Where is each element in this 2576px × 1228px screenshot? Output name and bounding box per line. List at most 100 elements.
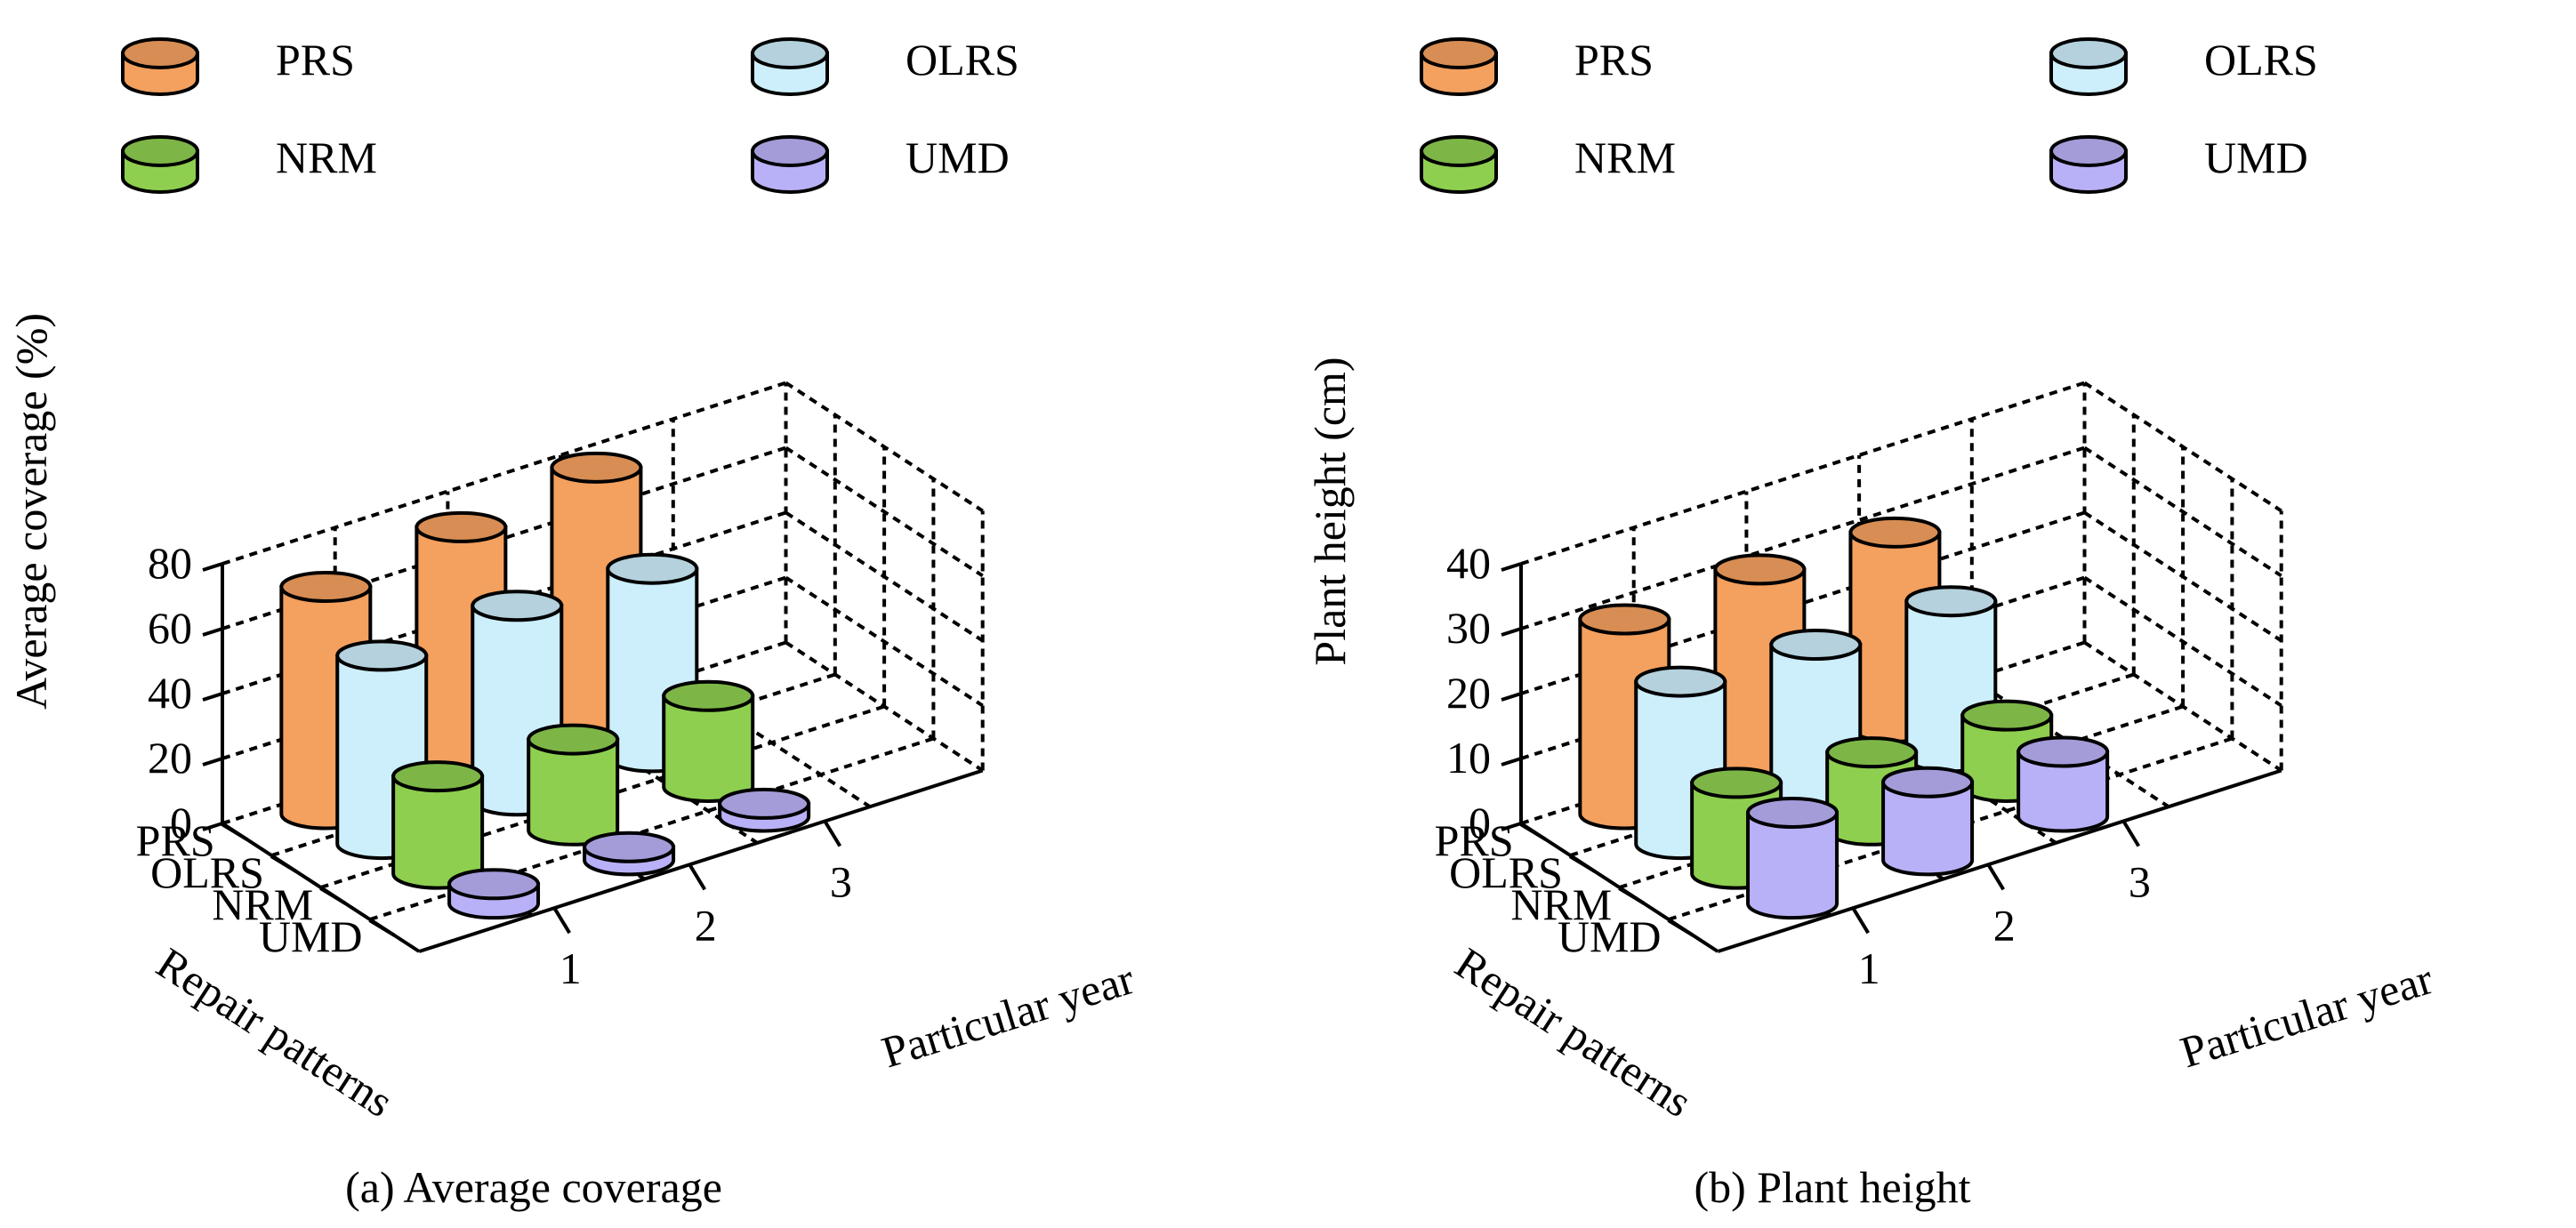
year-tick-label: 1 xyxy=(559,943,582,993)
legend-item-olrs: OLRS xyxy=(751,35,1019,96)
z-axis-title: Average coverage (%) xyxy=(6,313,56,710)
legend-item-nrm: NRM xyxy=(1420,132,1676,194)
legend-swatch-top xyxy=(121,135,199,167)
side-wall-grid-line xyxy=(785,445,984,578)
pattern-tick xyxy=(221,823,248,841)
bar-top xyxy=(550,451,643,484)
floor-grid-line xyxy=(672,677,872,808)
year-tick xyxy=(552,907,571,935)
bar-top xyxy=(583,831,676,863)
bar-top xyxy=(1769,629,1863,662)
bar-top xyxy=(662,679,755,712)
pattern-tick xyxy=(1618,887,1646,905)
legend-swatch-top xyxy=(2049,135,2128,167)
bar-top xyxy=(1690,766,1783,799)
pattern-tick-label: UMD xyxy=(259,911,363,961)
legend-item-prs: PRS xyxy=(121,35,355,96)
pattern-tick xyxy=(368,919,396,937)
year-tick-label: 3 xyxy=(830,856,852,906)
bar-top xyxy=(1904,585,1998,618)
z-tick xyxy=(202,757,223,766)
legend-swatch-top xyxy=(2049,37,2128,69)
year-tick-label: 2 xyxy=(1993,900,2016,950)
bar-top xyxy=(1881,766,1975,799)
bar-top xyxy=(718,787,811,820)
bar-top xyxy=(471,590,564,622)
legend-label: UMD xyxy=(906,132,1010,182)
bar-top xyxy=(279,571,373,604)
year-tick-label: 2 xyxy=(695,900,717,950)
bar-top xyxy=(335,639,429,672)
bar-nrm-year-2 xyxy=(527,723,620,847)
bar-nrm-year-3 xyxy=(662,679,755,803)
pattern-tick-label: OLRS xyxy=(150,847,264,897)
year-tick xyxy=(2121,820,2141,847)
bar-body xyxy=(1881,780,1975,877)
z-tick-label: 80 xyxy=(148,538,192,588)
z-tick-label: 30 xyxy=(1446,603,1491,653)
z-axis-title: Plant height (cm) xyxy=(1305,357,1355,665)
bar-umd-year-2 xyxy=(583,831,676,877)
bar-body xyxy=(1746,810,1839,920)
legend-item-umd: UMD xyxy=(751,132,1010,194)
z-tick-label: 10 xyxy=(1446,733,1491,783)
year-tick xyxy=(823,820,842,847)
bar-top xyxy=(606,552,699,585)
year-tick xyxy=(688,863,706,891)
z-tick-label: 20 xyxy=(148,733,192,783)
bar-umd-year-2 xyxy=(1881,766,1975,877)
z-tick-label: 0 xyxy=(170,798,192,847)
legend: PRS OLRS NRM UMD xyxy=(121,35,1019,194)
bar-top xyxy=(1848,516,1942,549)
year-tick xyxy=(1851,907,1870,935)
z-tick-label: 60 xyxy=(148,603,192,653)
z-tick xyxy=(1501,822,1522,831)
bar-umd-year-1 xyxy=(1746,796,1839,920)
legend-item-nrm: NRM xyxy=(121,132,377,194)
pattern-tick xyxy=(1519,823,1547,841)
bar-top xyxy=(415,510,508,543)
floor-grid-line xyxy=(559,713,759,845)
pattern-tick xyxy=(1667,919,1695,937)
z-tick xyxy=(1501,692,1522,702)
legend-swatch-top xyxy=(121,37,199,69)
legend-label: NRM xyxy=(1574,132,1676,182)
legend-label: NRM xyxy=(276,132,377,182)
bar-umd-year-1 xyxy=(447,868,541,920)
bar-top xyxy=(447,868,541,901)
panel-caption: (b) Plant height xyxy=(1694,1162,1970,1212)
z-tick xyxy=(1501,562,1522,572)
z-tick xyxy=(202,562,223,572)
bar-top xyxy=(1960,699,2054,732)
legend-swatch-top xyxy=(751,37,829,69)
pattern-tick-label: UMD xyxy=(1558,911,1662,961)
x-axis-title: Particular year xyxy=(2175,953,2439,1077)
z-tick-label: 40 xyxy=(1446,538,1491,588)
bar-top xyxy=(1634,665,1727,698)
bar-top xyxy=(1746,796,1839,829)
bar-top xyxy=(1825,736,1919,769)
legend-label: OLRS xyxy=(906,35,1019,84)
pattern-tick-label: OLRS xyxy=(1449,847,1563,897)
floor-grid-line xyxy=(418,768,984,953)
legend-item-prs: PRS xyxy=(1420,35,1654,96)
z-tick-label: 0 xyxy=(1469,798,1491,847)
bars xyxy=(1578,516,2110,920)
legend-swatch-top xyxy=(1420,37,1498,69)
bar-umd-year-3 xyxy=(2017,735,2110,833)
bar-top xyxy=(2017,735,2110,768)
year-tick-label: 3 xyxy=(2129,856,2151,906)
bars xyxy=(279,451,811,920)
legend-swatch-top xyxy=(751,135,829,167)
legend-swatch-top xyxy=(1420,135,1498,167)
floor-grid-line xyxy=(1717,768,2282,953)
legend-label: UMD xyxy=(2204,132,2308,182)
bar-body xyxy=(2017,750,2110,833)
panel-caption: (a) Average coverage xyxy=(345,1162,722,1212)
legend: PRS OLRS NRM UMD xyxy=(1420,35,2318,194)
legend-item-umd: UMD xyxy=(2049,132,2308,194)
pattern-tick xyxy=(319,887,347,905)
z-tick xyxy=(202,692,223,702)
pattern-tick-label: PRS xyxy=(1435,815,1514,865)
